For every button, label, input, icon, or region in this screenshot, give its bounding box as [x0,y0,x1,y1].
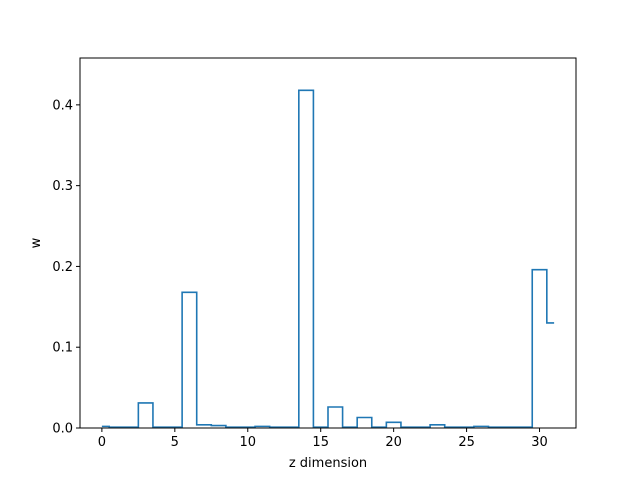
axes-frame [79,57,577,429]
x-tick-label: 15 [312,435,329,450]
x-tick-label: 10 [239,435,256,450]
y-tick-label: 0.1 [52,341,73,356]
plot-layer [101,89,555,428]
x-axis-label: z dimension [289,456,367,471]
ticks-layer: 0 5 10 15 20 25 30 0.0 0.1 0.2 0.3 0.4 [52,98,547,450]
x-tick-label: 0 [98,435,106,450]
y-tick-label: 0.2 [52,260,73,275]
y-tick-label: 0.0 [52,422,73,437]
x-tick-label: 20 [385,435,402,450]
series-0-step-line [101,89,555,428]
y-axis-label: w [29,237,44,248]
x-tick-label: 30 [531,435,548,450]
x-tick-label: 25 [458,435,475,450]
x-tick-label: 5 [171,435,179,450]
y-tick-label: 0.4 [52,98,73,113]
y-tick-label: 0.3 [52,179,73,194]
